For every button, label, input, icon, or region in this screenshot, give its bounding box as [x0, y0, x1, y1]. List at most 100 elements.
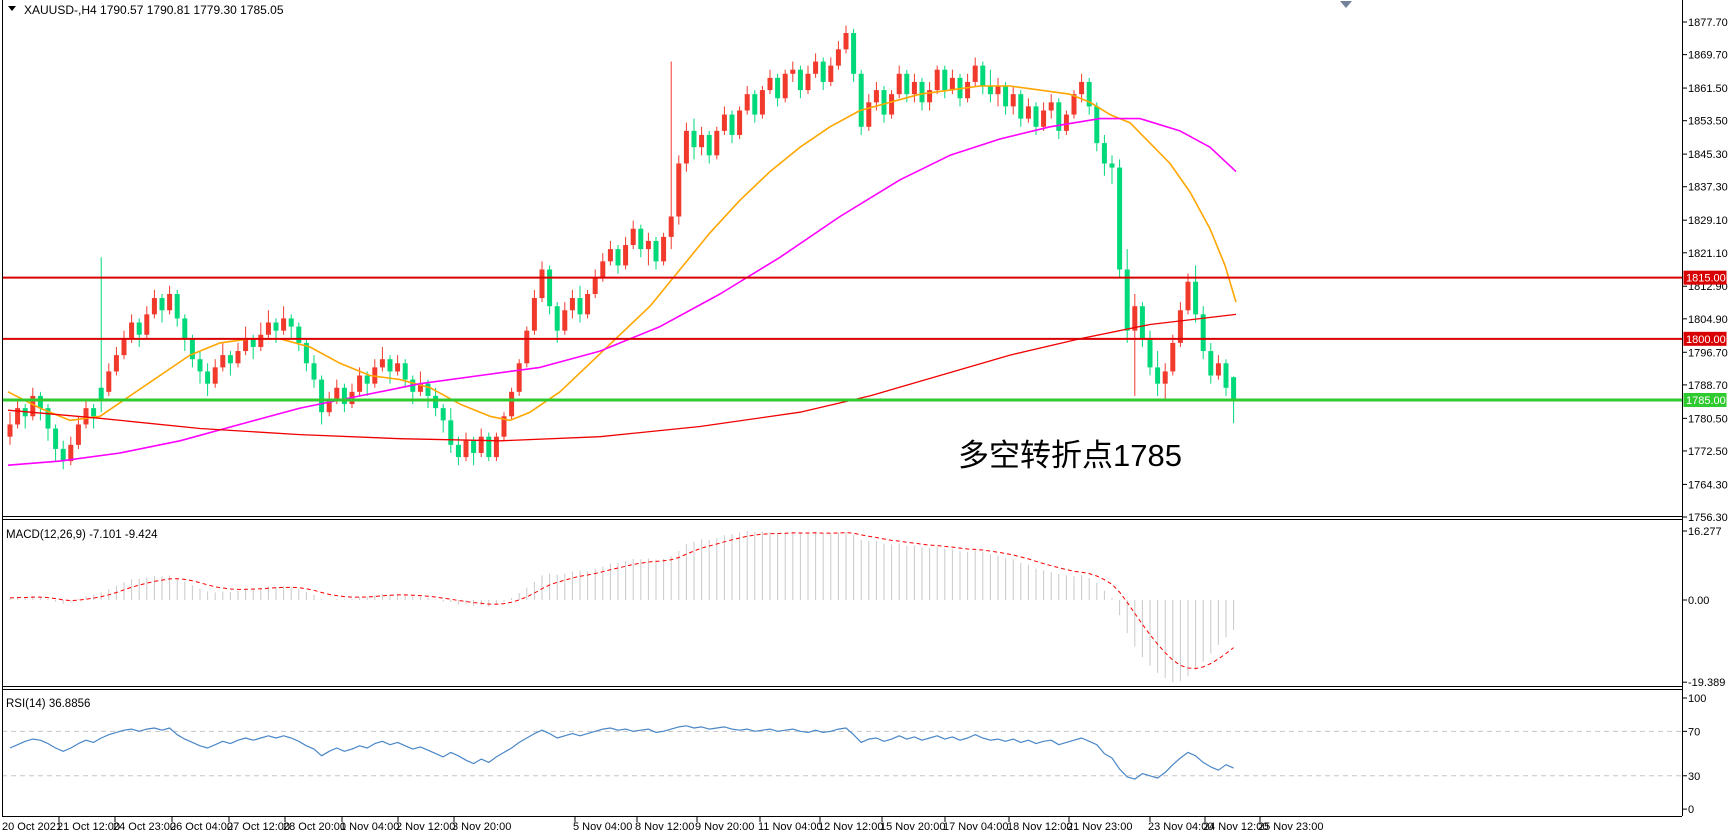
- candle-bear: [1086, 81, 1092, 107]
- candle-bear: [425, 383, 431, 396]
- candle-bull: [265, 322, 271, 335]
- candle-bear: [1109, 163, 1115, 168]
- candle-bear: [1155, 367, 1161, 384]
- candle-bull: [1063, 114, 1069, 131]
- candle-bull: [83, 408, 89, 425]
- candle-bull: [501, 416, 507, 437]
- candle-bear: [197, 359, 203, 372]
- candle-bear: [1018, 94, 1024, 119]
- rsi-tick-label: 70: [1688, 726, 1700, 738]
- candle-bull: [683, 130, 689, 164]
- candle-bull: [281, 318, 287, 331]
- time-tick-label: 24 Oct 23:00: [113, 821, 176, 833]
- candle-bull: [493, 436, 499, 458]
- candle-bear: [547, 269, 553, 307]
- candle-bull: [668, 216, 674, 237]
- candle-bull: [714, 130, 720, 156]
- candle-bull: [866, 102, 872, 127]
- time-tick-label: 11 Nov 04:00: [758, 821, 823, 833]
- candle-bull: [30, 395, 36, 417]
- time-tick-label: 24 Nov 12:00: [1203, 821, 1268, 833]
- candle-bear: [987, 86, 993, 95]
- candle-bull: [539, 269, 545, 299]
- candle-bull: [645, 240, 651, 250]
- candle-bear: [1056, 102, 1062, 131]
- moving-averages-layer: [7, 85, 1237, 466]
- price-tag-box: [1683, 331, 1727, 346]
- candle-bear: [858, 73, 864, 127]
- price-tick-label: 1804.90: [1688, 314, 1728, 326]
- rsi-panel: [2, 725, 1682, 780]
- candle-bear: [364, 375, 370, 384]
- price-tag-box: [1683, 270, 1727, 285]
- candle-bull: [531, 298, 537, 331]
- macd-signal-line: [9, 532, 1234, 670]
- chart-shift-marker-icon[interactable]: [1340, 1, 1352, 8]
- candle-bull: [927, 90, 933, 103]
- rsi-tick-label: 0: [1688, 804, 1694, 816]
- price-tick-label: 1772.50: [1688, 446, 1728, 458]
- candle-bear: [851, 33, 857, 74]
- macd-panel: [9, 530, 1235, 683]
- candle-bull: [744, 94, 750, 111]
- candle-bear: [1094, 106, 1100, 144]
- candle-bear: [1200, 314, 1206, 352]
- candle-bull: [965, 81, 971, 99]
- candle-bull: [1010, 94, 1016, 107]
- candle-bull: [782, 73, 788, 99]
- candle-bull: [524, 330, 530, 364]
- time-tick-label: 2 Nov 12:00: [396, 821, 455, 833]
- candle-bull: [737, 110, 743, 135]
- candle-bull: [151, 298, 157, 315]
- candle-bull: [585, 293, 591, 315]
- candle-bear: [775, 77, 781, 99]
- candle-bull: [1215, 363, 1221, 376]
- candle-bull: [828, 65, 834, 82]
- horizontal-lines-layer: [2, 276, 1682, 402]
- candle-bear: [881, 90, 887, 115]
- candles-layer: [7, 25, 1237, 470]
- rsi-tick-label: 100: [1688, 693, 1706, 705]
- time-tick-label: 28 Oct 20:00: [283, 821, 346, 833]
- candle-bear: [1124, 269, 1130, 331]
- candle-bull: [167, 293, 173, 311]
- candle-bear: [37, 395, 43, 409]
- candle-bear: [1117, 167, 1123, 270]
- candle-bear: [448, 420, 454, 445]
- ma-red-line: [7, 313, 1237, 442]
- time-tick-label: 20 Oct 2021: [2, 821, 62, 833]
- candle-bear: [433, 395, 439, 409]
- price-axis[interactable]: 1877.70 1869.70 1861.50 1853.50 1845.30 1837.…: [1682, 17, 1728, 816]
- time-tick-label: 5 Nov 04:00: [573, 821, 632, 833]
- candle-bull: [767, 77, 773, 91]
- rsi-line: [9, 725, 1234, 780]
- candle-bear: [303, 342, 309, 364]
- price-tick-label: 1869.70: [1688, 50, 1728, 62]
- chart-title: XAUUSD-,H4 1790.57 1790.81 1779.30 1785.…: [24, 3, 284, 17]
- candle-bull: [1162, 371, 1168, 384]
- price-tick-label: 1861.50: [1688, 83, 1728, 95]
- candle-bull: [607, 249, 613, 262]
- macd-indicator-label: MACD(12,26,9) -7.101 -9.424: [6, 529, 158, 541]
- candle-bull: [417, 383, 423, 392]
- candle-bear: [1139, 306, 1145, 339]
- candle-bear: [1147, 338, 1153, 368]
- candle-bear: [440, 408, 446, 421]
- candle-bear: [691, 130, 697, 148]
- candle-bull: [1185, 281, 1191, 311]
- candle-bull: [478, 436, 484, 453]
- candle-bull: [1177, 310, 1183, 343]
- symbol-dropdown-icon[interactable]: [8, 6, 16, 11]
- candle-bear: [174, 293, 180, 319]
- candle-bull: [911, 81, 917, 95]
- candle-bull: [1041, 110, 1047, 127]
- candle-bull: [1048, 102, 1054, 111]
- candle-bear: [455, 444, 461, 458]
- candle-bull: [805, 73, 811, 91]
- time-tick-label: 26 Oct 04:00: [170, 821, 233, 833]
- candle-bear: [288, 318, 294, 327]
- candle-bear: [182, 318, 188, 339]
- candle-bear: [189, 338, 195, 360]
